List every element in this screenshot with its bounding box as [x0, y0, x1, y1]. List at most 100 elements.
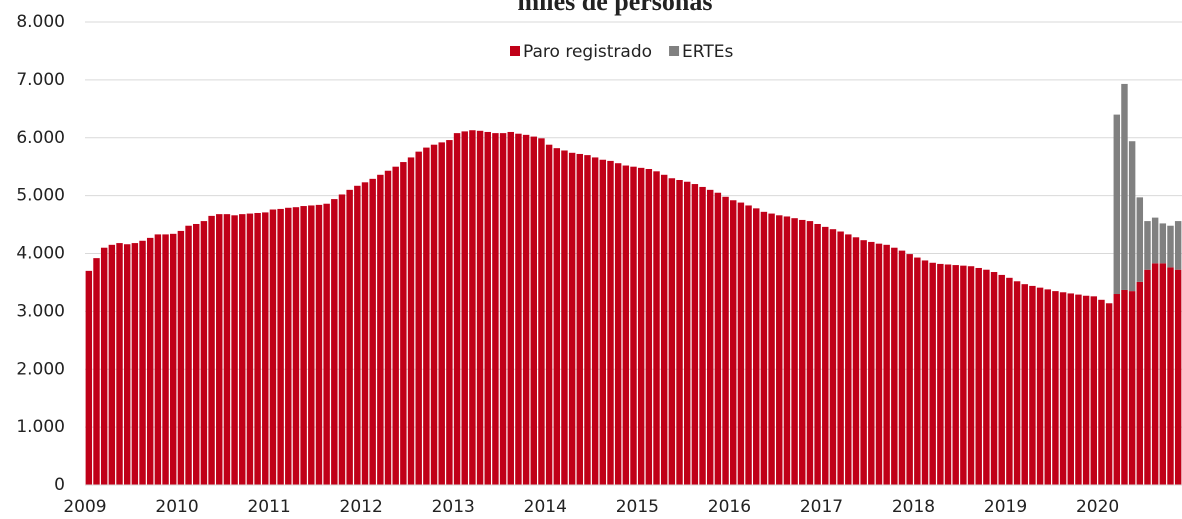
bar: [1006, 277, 1013, 485]
bar: [430, 144, 438, 485]
bar: [407, 157, 415, 486]
x-tick-label: 2017: [800, 497, 843, 517]
bar: [338, 194, 346, 485]
bar: [998, 274, 1005, 485]
bar: [154, 234, 162, 485]
bar: [507, 131, 514, 485]
bar: [139, 240, 146, 485]
bar: [776, 215, 783, 486]
bar: [1128, 291, 1136, 485]
bar: [1082, 295, 1090, 485]
bar: [499, 133, 507, 485]
bar: [116, 243, 123, 485]
bar: [476, 130, 484, 485]
bar: [990, 272, 998, 485]
legend-swatch: [669, 46, 680, 56]
bar: [967, 266, 975, 485]
bar: [929, 262, 936, 485]
bar: [1013, 281, 1021, 485]
legend-label: Paro registrado: [523, 42, 652, 62]
x-tick-label: 2009: [63, 497, 106, 517]
bar: [208, 215, 215, 485]
bar: [737, 202, 745, 485]
bar: [668, 178, 676, 485]
bar: [730, 200, 737, 485]
bar: [1174, 221, 1182, 270]
bar: [691, 184, 699, 486]
x-tick-label: 2018: [892, 497, 935, 517]
bar: [783, 216, 791, 485]
bar: [1052, 291, 1059, 485]
bar: [591, 157, 599, 486]
bar: [200, 221, 208, 485]
bar: [1105, 303, 1113, 485]
bar: [952, 265, 959, 485]
bar: [400, 162, 407, 485]
y-tick-label: 4.000: [16, 244, 65, 264]
bar: [522, 134, 530, 485]
bar: [630, 166, 637, 485]
y-tick-label: 5.000: [16, 186, 65, 206]
bar: [1159, 223, 1167, 264]
bar: [162, 234, 169, 485]
bar: [645, 169, 653, 485]
bar: [753, 208, 760, 486]
bar: [1136, 197, 1144, 282]
bar: [131, 243, 139, 485]
bar: [1151, 217, 1159, 264]
bar: [515, 133, 522, 486]
bar: [745, 205, 752, 485]
bar: [699, 186, 706, 485]
bar: [1021, 284, 1028, 485]
bar: [185, 225, 192, 485]
y-tick-label: 7.000: [16, 70, 65, 90]
bar: [262, 212, 269, 485]
bar: [1113, 294, 1121, 485]
bar: [1075, 294, 1082, 485]
bar: [216, 214, 223, 485]
bar: [269, 209, 277, 485]
bar: [891, 247, 898, 485]
bar: [1159, 263, 1167, 485]
bar: [561, 150, 568, 486]
x-tick-label: 2010: [155, 497, 198, 517]
bar: [637, 167, 645, 485]
bar: [1128, 141, 1136, 292]
bar: [845, 234, 852, 485]
bar: [906, 254, 913, 485]
bar: [944, 264, 952, 485]
bar: [1167, 225, 1174, 268]
x-tick-label: 2020: [1076, 497, 1119, 517]
y-tick-label: 3.000: [16, 301, 65, 321]
bar: [914, 257, 921, 485]
bar: [607, 160, 614, 485]
bar: [1029, 285, 1036, 485]
bar: [883, 244, 890, 485]
bar: [315, 204, 323, 485]
bar: [960, 265, 967, 485]
bar: [921, 260, 929, 485]
bar: [829, 229, 837, 485]
y-tick-label: 6.000: [16, 128, 65, 148]
bar: [254, 212, 261, 486]
bar: [492, 133, 499, 485]
bar: [93, 258, 100, 485]
bar: [1144, 221, 1151, 270]
bar: [484, 131, 491, 485]
bar: [469, 130, 476, 485]
bar: [975, 267, 982, 485]
bar: [1121, 289, 1128, 485]
bar: [806, 221, 814, 485]
bar: [660, 174, 668, 486]
bar: [177, 230, 185, 485]
bar: [346, 189, 353, 485]
bar: [791, 218, 798, 486]
bar: [760, 211, 768, 485]
bar: [231, 215, 238, 486]
bar: [108, 244, 116, 485]
bar: [438, 142, 445, 485]
bar: [837, 231, 844, 485]
legend-swatch: [510, 46, 520, 56]
